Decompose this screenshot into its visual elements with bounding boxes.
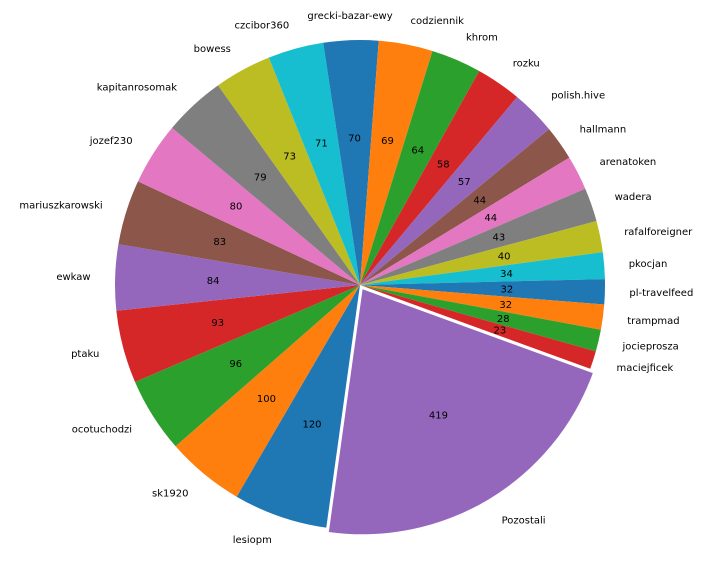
pie-label-ocotuchodzi: ocotuchodzi: [72, 424, 132, 435]
pie-label-polish-hive: polish.hive: [551, 91, 605, 102]
pie-value-label-czcibor360: 71: [315, 139, 328, 150]
pie-label-grecki-bazar-ewy: grecki-bazar-ewy: [307, 11, 392, 22]
pie-slice-czcibor360: [268, 42, 360, 286]
pie-label-hallmann: hallmann: [580, 124, 627, 135]
pie-slice-ptaku: [116, 285, 360, 383]
pie-label-pl-travelfeed: pl-travelfeed: [629, 288, 693, 299]
pie-slice-rafalforeigner: [360, 220, 603, 285]
pie-value-label-khrom: 64: [411, 145, 424, 156]
pie-value-label-arenatoken: 44: [484, 213, 497, 224]
pie-slice-jocieprosza: [360, 285, 601, 352]
pie-slice-arenatoken: [360, 157, 586, 285]
pie-label-rozku: rozku: [513, 58, 540, 69]
pie-label-czcibor360: czcibor360: [235, 21, 290, 32]
pie-value-label-codziennik: 69: [381, 136, 394, 147]
pie-value-label-rozku: 58: [437, 159, 450, 170]
pie-value-label-mariuszkarowski: 83: [213, 237, 226, 248]
pie-value-label-hallmann: 44: [473, 195, 486, 206]
pie-value-label-jocieprosza: 28: [497, 314, 510, 325]
pie-value-label-bowess: 73: [283, 152, 296, 163]
pie-label-ewkaw: ewkaw: [56, 272, 90, 283]
pie-value-label-pl-travelfeed: 32: [501, 285, 514, 296]
pie-label-codziennik: codziennik: [411, 16, 465, 27]
pie-slice-hallmann: [360, 129, 570, 285]
pie-label-jocieprosza: jocieprosza: [622, 342, 679, 353]
pie-value-label-trampmad: 32: [499, 300, 512, 311]
pie-label-wadera: wadera: [615, 192, 652, 203]
pie-slice-ocotuchodzi: [135, 285, 360, 447]
pie-slices: [114, 40, 605, 535]
pie-slice-rozku: [360, 70, 518, 285]
pie-label-bowess: bowess: [194, 44, 231, 55]
pie-label-arenatoken: arenatoken: [600, 157, 657, 168]
pie-slice-labels: Pozostali lesiopm sk1920 ocotuchodzi ptaku ew…: [19, 11, 693, 546]
pie-value-label-kapitanrosomak: 79: [254, 173, 267, 184]
pie-value-label-maciejficek: 23: [494, 326, 507, 337]
pie-value-label-rafalforeigner: 40: [498, 251, 511, 262]
pie-value-label-ptaku: 93: [211, 318, 224, 329]
pie-label-trampmad: trampmad: [627, 316, 679, 327]
pie-slice-lesiopm: [236, 285, 360, 528]
pie-slice-kapitanrosomak: [172, 85, 360, 285]
pie-slice-pkocjan: [360, 252, 605, 285]
pie-value-label-ewkaw: 84: [207, 276, 220, 287]
pie-label-lesiopm: lesiopm: [233, 535, 272, 546]
pie-value-label-grecki-bazar-ewy: 70: [348, 134, 361, 145]
pie-label-mariuszkarowski: mariuszkarowski: [19, 200, 102, 211]
pie-value-label-pozostali: 419: [429, 411, 448, 422]
pie-slice-pozostali: [328, 289, 593, 535]
pie-slice-maciejficek: [360, 285, 596, 369]
pie-slice-mariuszkarowski: [118, 181, 361, 285]
pie-slice-trampmad: [360, 285, 605, 330]
pie-label-kapitanrosomak: kapitanrosomak: [97, 83, 177, 94]
pie-slice-khrom: [360, 50, 480, 285]
pie-label-sk1920: sk1920: [152, 488, 188, 499]
pie-slice-grecki-bazar-ewy: [323, 40, 379, 286]
pie-label-ptaku: ptaku: [71, 349, 99, 360]
pie-slice-sk1920: [175, 285, 360, 497]
pie-label-khrom: khrom: [466, 33, 498, 44]
pie-value-label-lesiopm: 120: [302, 419, 321, 430]
pie-slice-codziennik: [360, 40, 433, 286]
pie-value-label-ocotuchodzi: 96: [229, 359, 242, 370]
pie-value-label-jozef230: 80: [230, 202, 243, 213]
pie-value-label-pkocjan: 34: [500, 269, 513, 280]
pie-value-label-wadera: 43: [493, 232, 506, 243]
pie-label-rafalforeigner: rafalforeigner: [624, 227, 693, 238]
pie-slice-jozef230: [137, 127, 360, 285]
pie-slice-bowess: [218, 57, 360, 286]
pie-label-jozef230: jozef230: [89, 136, 133, 147]
pie-slice-pl-travelfeed: [360, 279, 605, 305]
pie-slice-ewkaw: [114, 244, 360, 311]
pie-value-label-sk1920: 100: [257, 394, 276, 405]
pie-label-maciejficek: maciejficek: [617, 363, 674, 374]
pie-slice-polish-hive: [360, 97, 550, 286]
pie-label-pozostali: Pozostali: [502, 516, 546, 527]
pie-slice-wadera: [360, 188, 597, 285]
pie-label-pkocjan: pkocjan: [629, 259, 668, 270]
pie-value-label-polish-hive: 57: [458, 177, 471, 188]
